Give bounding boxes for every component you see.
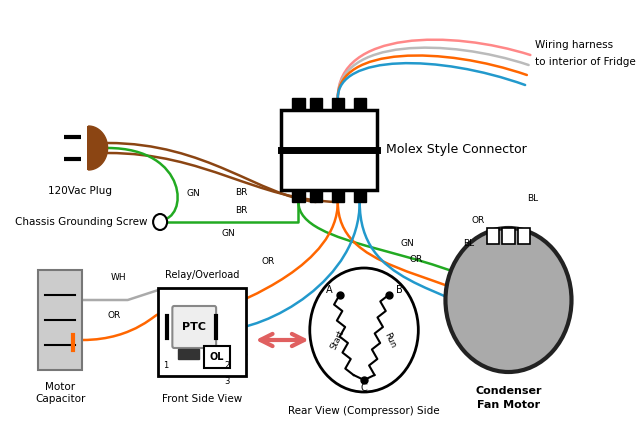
Polygon shape	[88, 126, 108, 170]
Text: Run: Run	[383, 331, 398, 349]
Text: 1: 1	[163, 362, 168, 371]
Bar	[158, 288, 246, 376]
Circle shape	[153, 214, 167, 230]
Text: OL: OL	[210, 352, 224, 362]
Text: 3: 3	[224, 376, 229, 386]
Text: WH: WH	[111, 273, 127, 281]
Bar	[178, 349, 200, 359]
Bar	[310, 190, 322, 202]
Text: to interior of Fridge: to interior of Fridge	[535, 57, 636, 67]
Text: Chassis Grounding Screw: Chassis Grounding Screw	[15, 217, 148, 227]
Circle shape	[445, 228, 572, 372]
Text: BR: BR	[236, 187, 248, 197]
Bar	[518, 228, 531, 244]
Text: OR: OR	[471, 216, 484, 225]
Bar	[486, 228, 499, 244]
Text: Rear View (Compressor) Side: Rear View (Compressor) Side	[288, 406, 440, 416]
Text: BR: BR	[236, 206, 248, 214]
Text: Condenser: Condenser	[476, 386, 541, 396]
Text: Motor: Motor	[45, 382, 76, 392]
Text: Wiring harness: Wiring harness	[535, 40, 613, 50]
Text: Capacitor: Capacitor	[35, 394, 86, 404]
Text: OR: OR	[261, 257, 275, 265]
Bar	[204, 346, 230, 368]
Bar	[310, 98, 322, 110]
Text: Fan Motor: Fan Motor	[477, 400, 540, 410]
Text: OR: OR	[410, 255, 423, 265]
Text: GN: GN	[186, 189, 200, 197]
Circle shape	[310, 268, 419, 392]
Text: BL: BL	[527, 194, 538, 203]
Bar	[353, 190, 366, 202]
Text: PTC: PTC	[182, 322, 206, 332]
Bar	[332, 98, 344, 110]
Text: B: B	[396, 285, 403, 295]
Text: BL: BL	[463, 238, 475, 247]
Bar	[292, 190, 305, 202]
Text: C: C	[361, 383, 367, 393]
Text: Start: Start	[330, 329, 346, 351]
Bar	[292, 98, 305, 110]
Bar	[502, 228, 515, 244]
Text: 2: 2	[224, 362, 229, 371]
Bar	[332, 190, 344, 202]
Text: Molex Style Connector: Molex Style Connector	[386, 143, 527, 157]
Text: OR: OR	[108, 311, 121, 319]
FancyBboxPatch shape	[172, 306, 216, 348]
Text: A: A	[326, 285, 332, 295]
Text: Relay/Overload: Relay/Overload	[165, 270, 239, 280]
Text: Front Side View: Front Side View	[162, 394, 243, 404]
Bar	[38, 270, 82, 370]
Text: GN: GN	[221, 228, 236, 238]
Text: 120Vac Plug: 120Vac Plug	[47, 186, 111, 196]
Bar	[281, 110, 377, 190]
Text: GN: GN	[401, 238, 415, 247]
Bar	[353, 98, 366, 110]
